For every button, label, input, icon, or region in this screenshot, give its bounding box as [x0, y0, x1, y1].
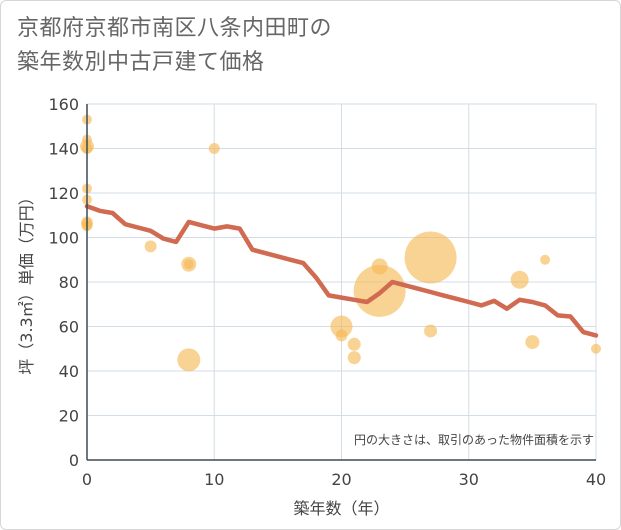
- data-bubble: [347, 351, 361, 365]
- y-axis-title: 坪（3.3㎡）単価（万円）: [17, 189, 36, 374]
- y-tick-label: 160: [48, 95, 79, 114]
- data-bubble: [335, 329, 348, 342]
- x-tick-label: 10: [204, 470, 224, 489]
- data-bubble: [510, 270, 529, 289]
- data-bubble: [404, 231, 457, 284]
- chart-title-line-1: 京都府京都市南区八条内田町の: [17, 16, 333, 41]
- y-tick-label: 0: [69, 451, 79, 470]
- data-bubble: [144, 240, 157, 253]
- y-tick-label: 40: [59, 362, 79, 381]
- y-tick-label: 120: [48, 184, 79, 203]
- x-tick-label: 0: [82, 470, 92, 489]
- data-bubble: [591, 343, 601, 354]
- data-bubble: [183, 259, 194, 270]
- x-tick-label: 40: [586, 470, 606, 489]
- bubble-size-note: 円の大きさは、取引のあった物件面積を示す: [354, 432, 594, 447]
- x-tick-label: 20: [331, 470, 351, 489]
- chart-title: 京都府京都市南区八条内田町の 築年数別中古戸建て価格: [17, 12, 332, 80]
- y-tick-label: 80: [59, 273, 79, 292]
- x-axis-title: 築年数（年）: [293, 499, 389, 518]
- data-bubble: [330, 315, 353, 338]
- chart-title-line-2: 築年数別中古戸建て価格: [17, 50, 265, 75]
- y-tick-label: 60: [59, 318, 79, 337]
- data-bubble: [208, 143, 220, 154]
- y-tick-label: 140: [48, 140, 79, 159]
- data-bubble: [540, 254, 551, 265]
- data-bubble: [347, 337, 361, 351]
- y-tick-label: 20: [59, 407, 79, 426]
- data-bubble: [424, 324, 438, 338]
- data-bubble: [525, 335, 540, 350]
- average-price-line: [84, 204, 599, 338]
- x-tick-label: 30: [459, 470, 479, 489]
- data-bubble: [177, 348, 201, 372]
- y-tick-label: 100: [48, 229, 79, 248]
